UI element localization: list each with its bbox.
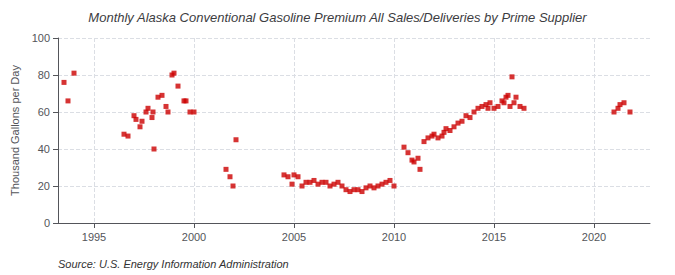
svg-text:2000: 2000	[182, 231, 206, 243]
svg-text:Monthly Alaska Conventional Ga: Monthly Alaska Conventional Gasoline Pre…	[88, 10, 587, 25]
svg-text:40: 40	[38, 143, 50, 155]
svg-text:Thousand Gallons per Day: Thousand Gallons per Day	[9, 65, 21, 196]
svg-text:2010: 2010	[382, 231, 406, 243]
svg-text:0: 0	[44, 217, 50, 229]
svg-text:2020: 2020	[582, 231, 606, 243]
svg-text:Source: U.S. Energy Informatio: Source: U.S. Energy Information Administ…	[58, 258, 289, 270]
svg-text:2015: 2015	[482, 231, 506, 243]
svg-text:1995: 1995	[82, 231, 106, 243]
svg-text:20: 20	[38, 180, 50, 192]
svg-text:80: 80	[38, 69, 50, 81]
svg-text:60: 60	[38, 106, 50, 118]
svg-text:2005: 2005	[282, 231, 306, 243]
svg-text:100: 100	[32, 32, 50, 44]
